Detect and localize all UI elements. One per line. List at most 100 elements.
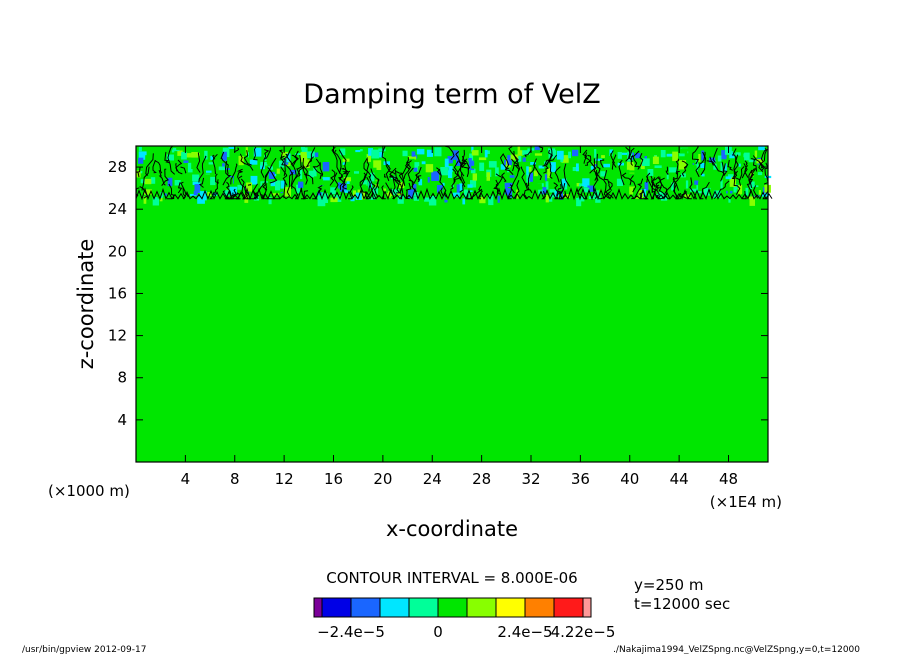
damping-patch	[737, 184, 743, 195]
damping-patch	[633, 187, 639, 197]
damping-patch	[158, 181, 165, 189]
damping-patch	[743, 153, 750, 158]
contour-line	[727, 159, 734, 171]
damping-patch	[745, 187, 749, 196]
colorbar	[313, 597, 592, 618]
damping-patch	[277, 189, 283, 192]
damping-patch	[440, 158, 447, 161]
damping-patch	[224, 160, 233, 169]
contour-line	[215, 173, 220, 184]
contour-line	[630, 150, 640, 166]
contour-line	[582, 149, 588, 164]
damping-patch	[249, 150, 254, 159]
damping-patch	[311, 152, 319, 158]
damping-patch	[371, 149, 380, 159]
contour-line	[600, 159, 605, 168]
contour-line	[154, 160, 163, 174]
contour-line	[180, 181, 189, 198]
damping-patch	[713, 163, 717, 170]
contour-line	[604, 180, 614, 199]
damping-patch	[244, 193, 249, 203]
damping-patch	[331, 155, 334, 162]
damping-patch	[694, 180, 699, 185]
contour-line	[282, 147, 293, 177]
damping-patch	[672, 151, 678, 162]
contour-line	[225, 181, 233, 198]
damping-patch	[660, 150, 666, 158]
damping-patch	[752, 187, 759, 196]
damping-patch	[222, 151, 227, 161]
damping-patch	[556, 150, 564, 160]
damping-patch	[194, 184, 201, 193]
contour-line	[589, 158, 595, 174]
contour-line	[339, 172, 349, 190]
damping-patch	[286, 153, 291, 163]
damping-patch	[330, 197, 338, 203]
damping-patch	[671, 182, 674, 191]
contour-line	[597, 174, 611, 200]
damping-patch	[504, 187, 508, 195]
damping-patch	[413, 167, 418, 172]
damping-patch	[510, 154, 519, 161]
damping-patch	[397, 195, 404, 204]
contour-line	[629, 175, 637, 193]
damping-patch	[268, 171, 275, 179]
damping-patch	[757, 150, 764, 157]
contour-line	[689, 177, 698, 200]
contour-line	[212, 153, 218, 175]
damping-patch	[572, 167, 579, 171]
footer-right: ./Nakajima1994_VelZSpng.nc@VelZSpng,y=0,…	[613, 645, 860, 654]
damping-patch	[635, 190, 644, 199]
damping-patch	[709, 189, 714, 195]
contour-line	[385, 163, 391, 182]
damping-patch	[630, 197, 633, 202]
contour-line	[291, 154, 298, 166]
damping-patch	[411, 192, 419, 197]
damping-patch	[590, 165, 596, 170]
contour-line	[360, 157, 369, 186]
contour-line	[366, 175, 376, 199]
damping-patch	[354, 171, 359, 174]
damping-patch	[303, 159, 310, 168]
damping-patch	[330, 187, 336, 195]
damping-patch	[206, 170, 212, 173]
contour-line	[161, 168, 169, 187]
x-tick-label: 28	[472, 470, 491, 488]
damping-patch	[727, 187, 731, 195]
damping-patch	[578, 183, 585, 189]
contour-line	[398, 163, 410, 191]
damping-patch	[713, 190, 721, 199]
contour-line	[167, 145, 176, 175]
contour-line	[460, 155, 469, 178]
damping-patch	[425, 164, 434, 173]
damping-patch	[357, 157, 366, 164]
damping-patch	[276, 168, 280, 174]
x-tick-label: 40	[620, 470, 639, 488]
contour-line	[741, 163, 748, 179]
damping-patch	[343, 177, 351, 182]
damping-patch	[333, 166, 338, 172]
damping-patch	[677, 169, 683, 178]
damping-patch	[140, 179, 149, 184]
contour-line	[733, 154, 741, 181]
damping-patch	[181, 151, 187, 160]
damping-patch	[260, 191, 265, 196]
damping-patch	[159, 198, 163, 202]
contour-line	[319, 162, 324, 177]
damping-patch	[183, 160, 189, 163]
contour-line	[450, 176, 462, 191]
y-tick-label: 4	[117, 411, 127, 429]
contour-line	[651, 176, 660, 195]
damping-patch	[504, 182, 513, 187]
contour-line	[333, 149, 344, 181]
damping-patch	[594, 149, 597, 158]
damping-patch	[172, 147, 180, 152]
damping-patch	[468, 160, 475, 171]
damping-patch	[459, 183, 464, 192]
damping-patch	[654, 155, 657, 159]
contour-line	[645, 172, 651, 183]
damping-patch	[152, 162, 157, 172]
contour-line	[538, 146, 544, 153]
damping-patch	[470, 167, 476, 174]
damping-patch	[717, 155, 722, 162]
